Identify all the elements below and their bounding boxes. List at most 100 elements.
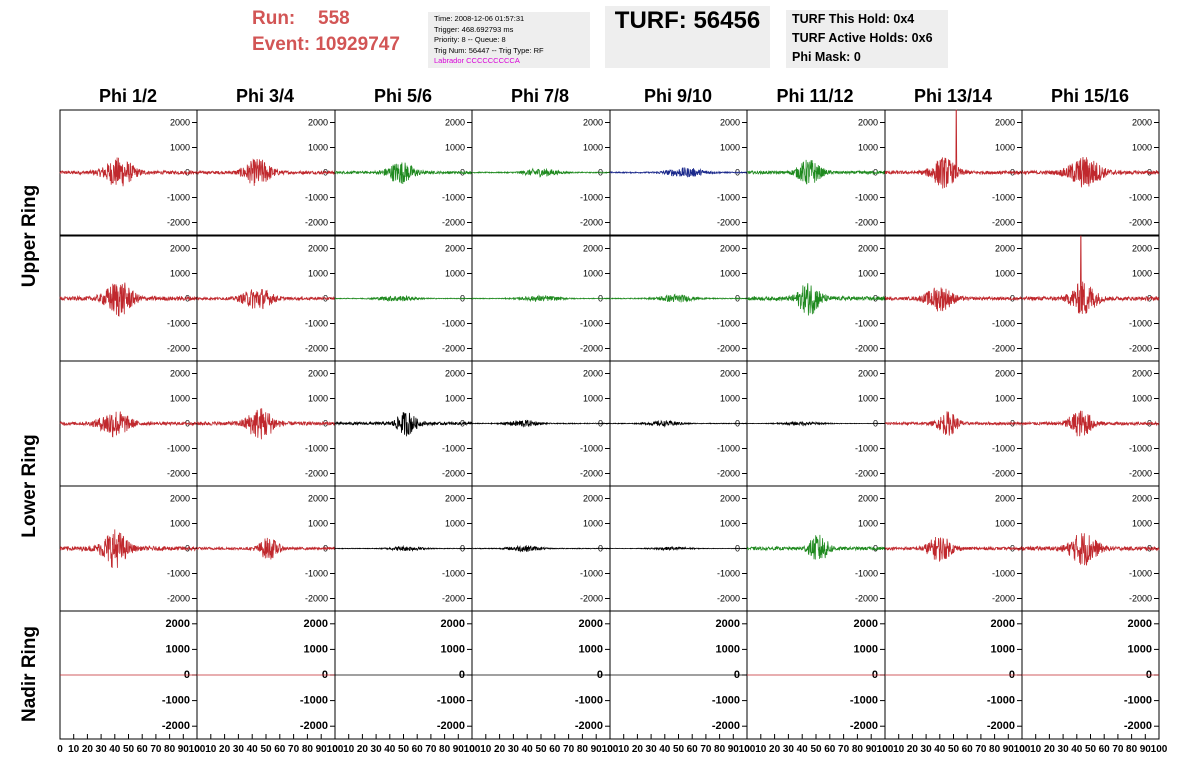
y-tick-label: 0 (873, 544, 878, 554)
y-tick-label: 1000 (308, 519, 328, 529)
y-tick-label: 2000 (170, 369, 190, 379)
hold-this: TURF This Hold: 0x4 (792, 12, 915, 26)
y-tick-label: 1000 (991, 643, 1015, 655)
y-tick-label: -1000 (580, 319, 603, 329)
y-tick-label: -1000 (850, 695, 878, 707)
y-tick-label: 1000 (445, 519, 465, 529)
waveform-panel: 2000 1000 0 -1000 -2000 0 10 20 30 40 50 60 70 80 90 10… (332, 610, 481, 755)
y-tick-label: -1000 (1129, 319, 1152, 329)
y-tick-label: 2000 (1132, 494, 1152, 504)
y-tick-label: -2000 (167, 469, 190, 479)
y-tick-label: -1000 (717, 319, 740, 329)
x-tick-label: 60 (274, 744, 286, 755)
y-tick-label: -2000 (992, 469, 1015, 479)
y-tick-label: 2000 (170, 244, 190, 254)
y-tick-label: -1000 (1129, 193, 1152, 203)
turf-hold-box: TURF This Hold: 0x4 TURF Active Holds: 0… (786, 10, 948, 68)
x-tick-label: 90 (591, 744, 603, 755)
y-tick-label: 0 (1010, 294, 1015, 304)
x-tick-label: 30 (233, 744, 245, 755)
waveform-trace (334, 412, 473, 437)
y-tick-label: -1000 (442, 319, 465, 329)
waveform-panel: 2000 1000 0 -1000 -2000 0 10 20 30 40 50 60 70 80 90 10… (194, 610, 344, 755)
y-tick-label: 2000 (166, 618, 190, 630)
y-tick-label: -1000 (855, 319, 878, 329)
y-tick-label: -2000 (167, 218, 190, 228)
y-tick-label: -2000 (442, 344, 465, 354)
y-tick-label: -2000 (580, 344, 603, 354)
waveform-trace (884, 536, 1023, 562)
x-tick-label: 90 (316, 744, 328, 755)
y-tick-label: 1000 (583, 394, 603, 404)
y-tick-label: 1000 (583, 143, 603, 153)
y-tick-label: -1000 (1129, 444, 1152, 454)
y-tick-label: -2000 (442, 469, 465, 479)
waveform-trace (609, 293, 748, 303)
y-tick-label: -2000 (992, 344, 1015, 354)
x-tick-label: 20 (632, 744, 644, 755)
y-tick-label: 2000 (854, 618, 878, 630)
x-tick-label: 80 (1126, 744, 1138, 755)
waveform-trace (59, 529, 198, 568)
x-tick-label: 70 (563, 744, 575, 755)
x-tick-label: 30 (646, 744, 658, 755)
event-label: Event: (252, 34, 311, 55)
x-tick-label: 100 (877, 744, 894, 755)
waveform-trace (59, 282, 198, 317)
x-tick-label: 50 (948, 744, 960, 755)
y-tick-label: -2000 (580, 218, 603, 228)
y-tick-label: 1000 (716, 643, 740, 655)
x-tick-label: 40 (247, 744, 259, 755)
x-tick-label: 30 (96, 744, 108, 755)
y-tick-label: -2000 (305, 218, 328, 228)
y-tick-label: -1000 (162, 695, 190, 707)
y-tick-label: -1000 (575, 695, 603, 707)
y-tick-label: 1000 (441, 643, 465, 655)
y-tick-label: -2000 (162, 720, 190, 732)
y-tick-label: -2000 (580, 594, 603, 604)
y-tick-label: -1000 (305, 193, 328, 203)
x-tick-label: 70 (838, 744, 850, 755)
info-time: Time: 2008-12-06 01:57:31 (434, 14, 525, 23)
column-header: Phi 3/4 (235, 86, 295, 106)
x-tick-label: 10 (893, 744, 905, 755)
x-tick-label: 20 (82, 744, 94, 755)
y-tick-label: -2000 (992, 594, 1015, 604)
waveform-trace (196, 289, 336, 310)
x-tick-label: 30 (508, 744, 520, 755)
x-tick-label: 20 (1044, 744, 1056, 755)
y-tick-label: 2000 (858, 118, 878, 128)
y-tick-label: -1000 (442, 569, 465, 579)
turf-title: TURF: 56456 (614, 7, 761, 34)
x-tick-label: 60 (1099, 744, 1111, 755)
x-tick-label: 40 (522, 744, 534, 755)
y-tick-label: -1000 (167, 444, 190, 454)
y-tick-label: 2000 (583, 244, 603, 254)
x-tick-label: 50 (123, 744, 135, 755)
y-tick-label: 1000 (720, 394, 740, 404)
y-tick-label: -1000 (855, 444, 878, 454)
y-tick-label: 1000 (1132, 143, 1152, 153)
waveform-trace (1021, 410, 1160, 437)
y-tick-label: 1000 (445, 394, 465, 404)
x-tick-label: 30 (921, 744, 933, 755)
y-tick-label: 1000 (170, 394, 190, 404)
x-tick-label: 50 (673, 744, 685, 755)
x-tick-label: 80 (714, 744, 726, 755)
y-tick-label: 1000 (166, 643, 190, 655)
